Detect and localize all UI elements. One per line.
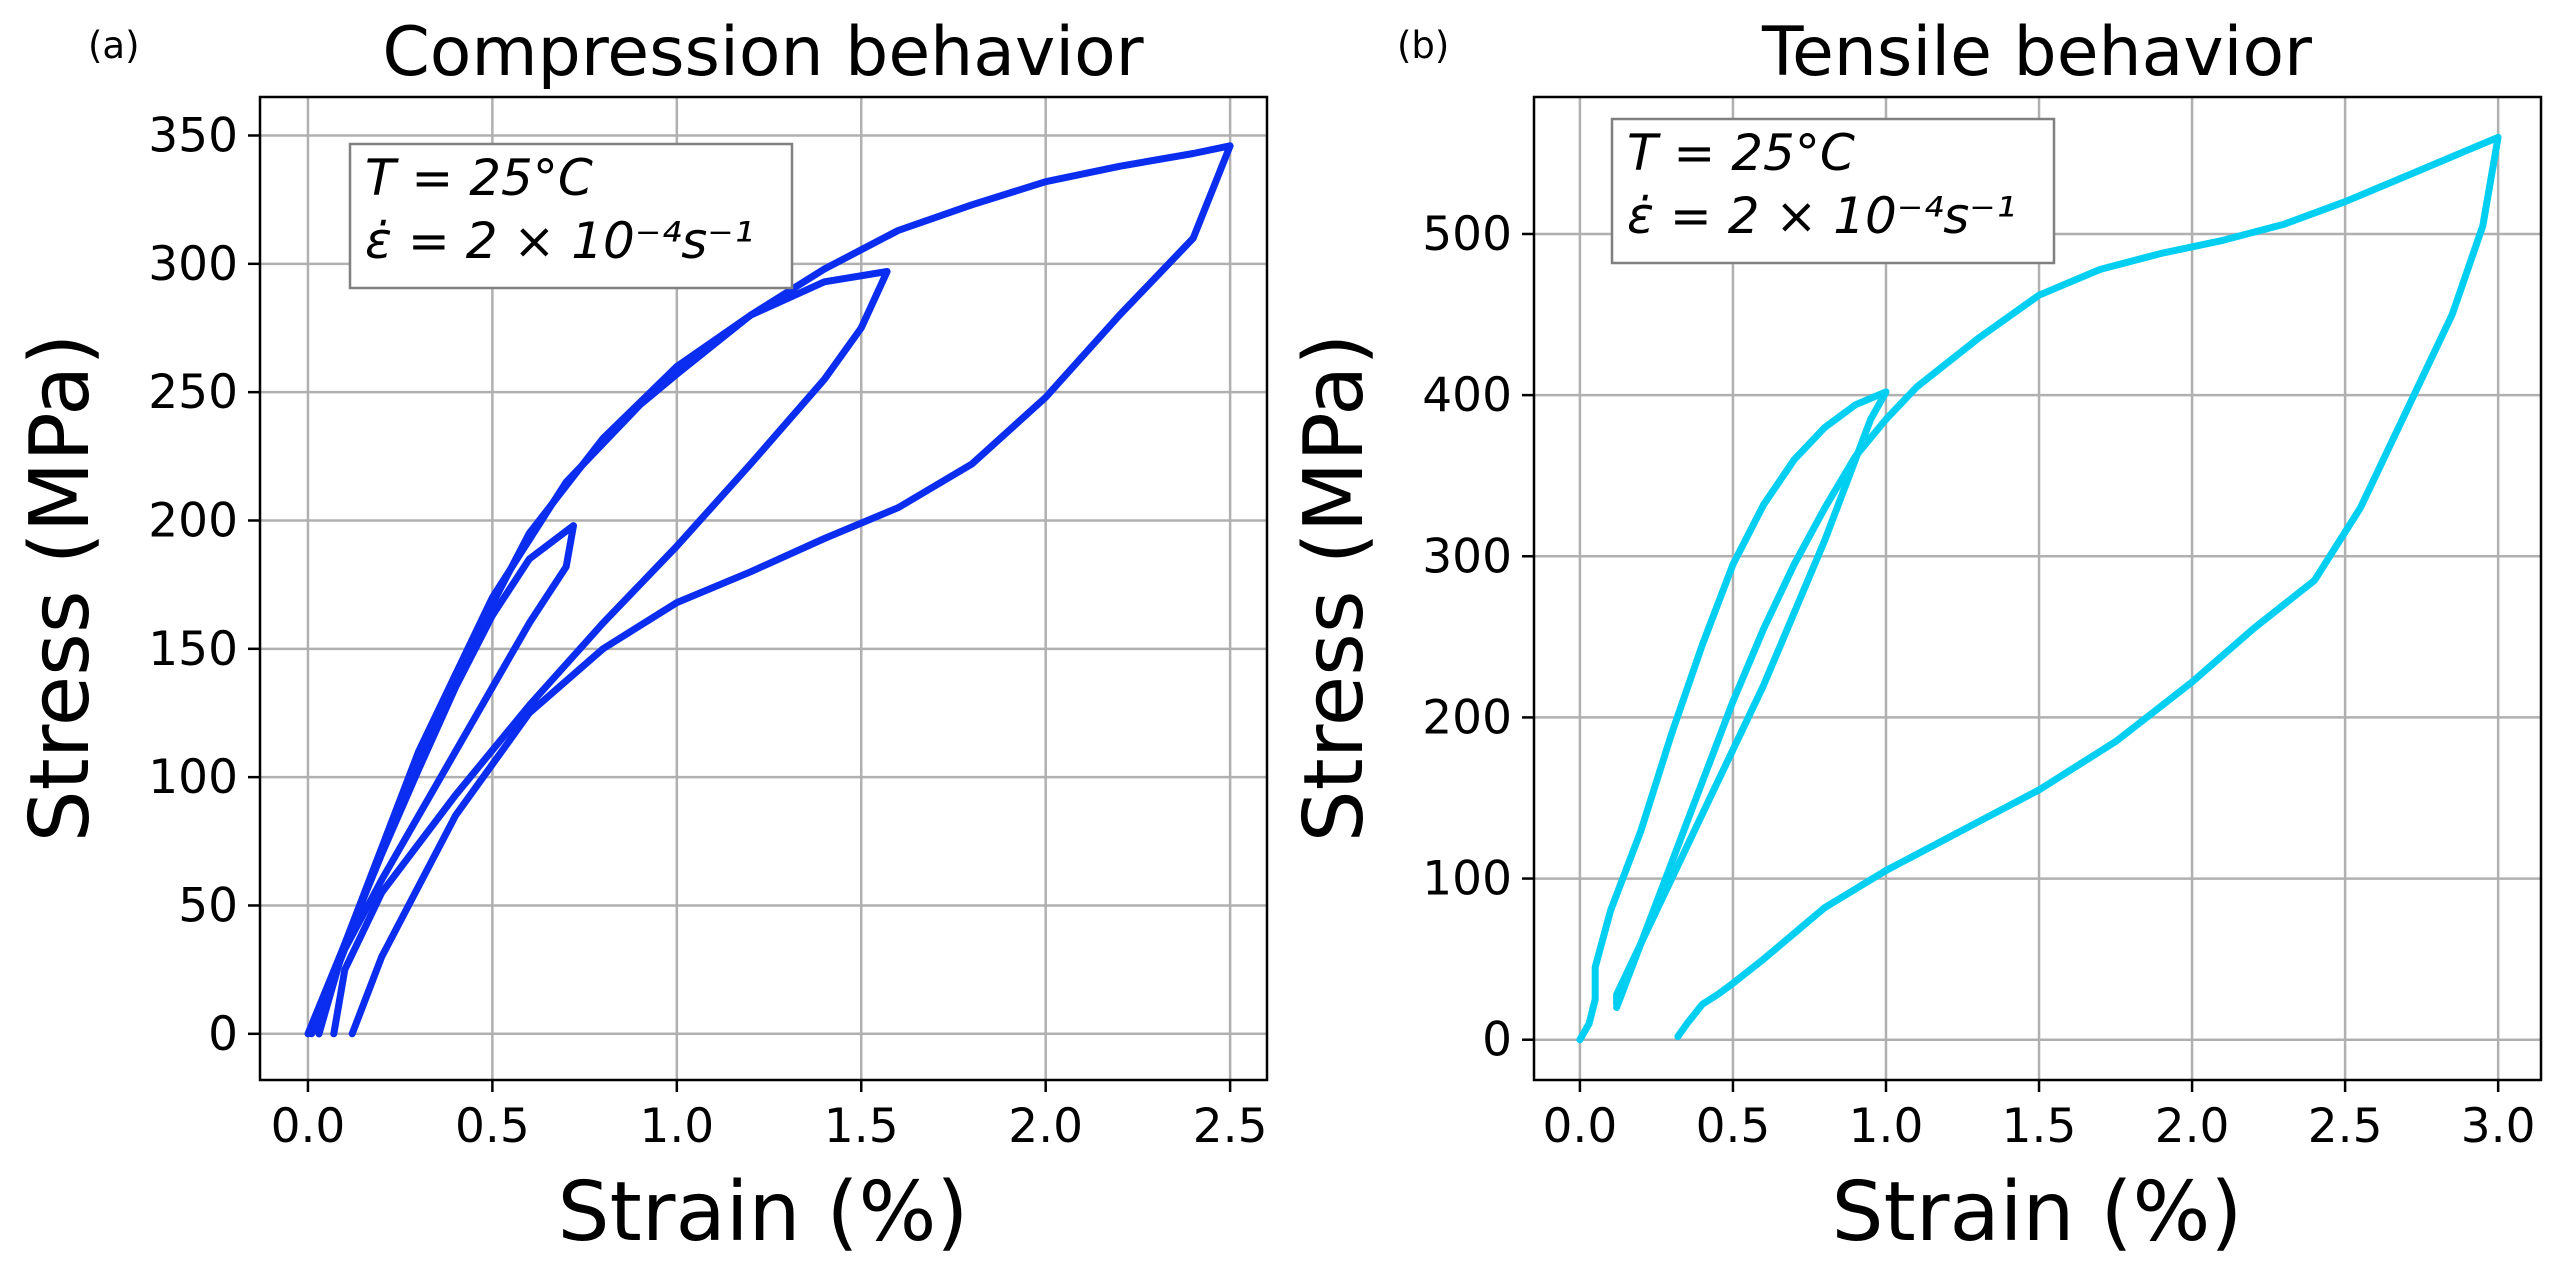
chart-title-b: Tensile behavior — [1761, 13, 2312, 92]
y-tick-label-a: 150 — [148, 622, 238, 677]
y-tick-label-a: 200 — [148, 493, 238, 548]
legend-line-strain-rate-b: ε̇ = 2 × 10⁻⁴s⁻¹ — [1627, 187, 2016, 245]
plot-frame-a — [258, 95, 1269, 1082]
y-tick-label-a: 250 — [148, 365, 238, 420]
y-axis-label-b: Stress (MPa) — [1287, 334, 1382, 843]
panel-label-a: (a) — [88, 24, 140, 67]
y-tick-label-b: 500 — [1422, 207, 1512, 262]
x-tick-label-b: 1.5 — [2002, 1099, 2077, 1154]
y-tick-label-a: 300 — [148, 237, 238, 292]
x-tick-label-b: 0.5 — [1696, 1099, 1771, 1154]
series-group-b — [1576, 133, 2502, 1044]
y-tick-label-a: 100 — [148, 750, 238, 805]
x-tick-label-a: 2.5 — [1193, 1099, 1268, 1154]
x-axis-label-b: Strain (%) — [1832, 1165, 2243, 1260]
x-tick-label-a: 1.0 — [639, 1099, 714, 1154]
legend-line-strain-rate-a: ε̇ = 2 × 10⁻⁴s⁻¹ — [365, 212, 754, 270]
ticks-b: 0.0 0.5 1.0 1.5 2.0 2.5 3.0 0 100 200 300 400 500 — [1422, 207, 2535, 1154]
x-tick-label-a: 2.0 — [1008, 1099, 1083, 1154]
x-tick-label-b: 0.0 — [1543, 1099, 1618, 1154]
y-tick-label-b: 100 — [1422, 852, 1512, 907]
x-tick-label-a: 0.0 — [271, 1099, 346, 1154]
chart-title-a: Compression behavior — [382, 13, 1143, 92]
y-tick-label-b: 300 — [1422, 529, 1512, 584]
x-tick-label-b: 2.0 — [2155, 1099, 2230, 1154]
legend-line-temperature-b: T = 25°C — [1627, 124, 1855, 182]
panel-tensile: (b) Tensile behavior 0.0 0.5 1.0 1.5 2.0 2.5 3… — [1287, 13, 2543, 1260]
panel-label-b: (b) — [1397, 24, 1449, 67]
x-tick-label-a: 0.5 — [455, 1099, 530, 1154]
legend-frame-a — [348, 142, 794, 290]
x-axis-label-a: Strain (%) — [558, 1165, 969, 1260]
x-tick-label-b: 1.0 — [1849, 1099, 1924, 1154]
series-line-b-1 — [1576, 388, 1890, 1044]
y-tick-label-b: 400 — [1422, 368, 1512, 423]
x-tick-label-a: 1.5 — [824, 1099, 899, 1154]
y-tick-label-b: 0 — [1482, 1013, 1512, 1068]
legend-box-a: T = 25°C ε̇ = 2 × 10⁻⁴s⁻¹ — [348, 142, 794, 290]
y-axis-label-a: Stress (MPa) — [13, 334, 108, 843]
plot-frame-b — [1532, 95, 2543, 1082]
series-group-a — [304, 142, 1234, 1038]
legend-frame-b — [1610, 117, 2056, 265]
legend-line-temperature-a: T = 25°C — [365, 149, 593, 207]
y-tick-label-a: 350 — [148, 108, 238, 163]
x-tick-label-b: 3.0 — [2461, 1099, 2536, 1154]
panel-compression: (a) Compression behavior 0.0 0.5 1.0 1.5 2.0… — [13, 13, 1269, 1260]
ticks-a: 0.0 0.5 1.0 1.5 2.0 2.5 0 50 100 150 200 250 300 350 — [148, 108, 1267, 1154]
x-tick-label-b: 2.5 — [2308, 1099, 2383, 1154]
y-tick-label-b: 200 — [1422, 690, 1512, 745]
series-line-b-2 — [1613, 133, 2502, 1040]
y-tick-label-a: 50 — [178, 878, 238, 933]
grid-b — [1534, 97, 2541, 1080]
series-line-a-3 — [315, 142, 1234, 1038]
y-tick-label-a: 0 — [208, 1007, 238, 1062]
legend-box-b: T = 25°C ε̇ = 2 × 10⁻⁴s⁻¹ — [1610, 117, 2056, 265]
